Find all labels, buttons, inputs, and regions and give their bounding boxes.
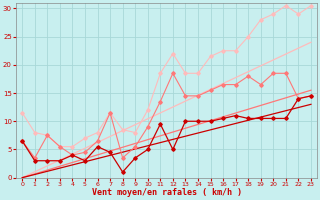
X-axis label: Vent moyen/en rafales ( km/h ): Vent moyen/en rafales ( km/h ) bbox=[92, 188, 242, 197]
